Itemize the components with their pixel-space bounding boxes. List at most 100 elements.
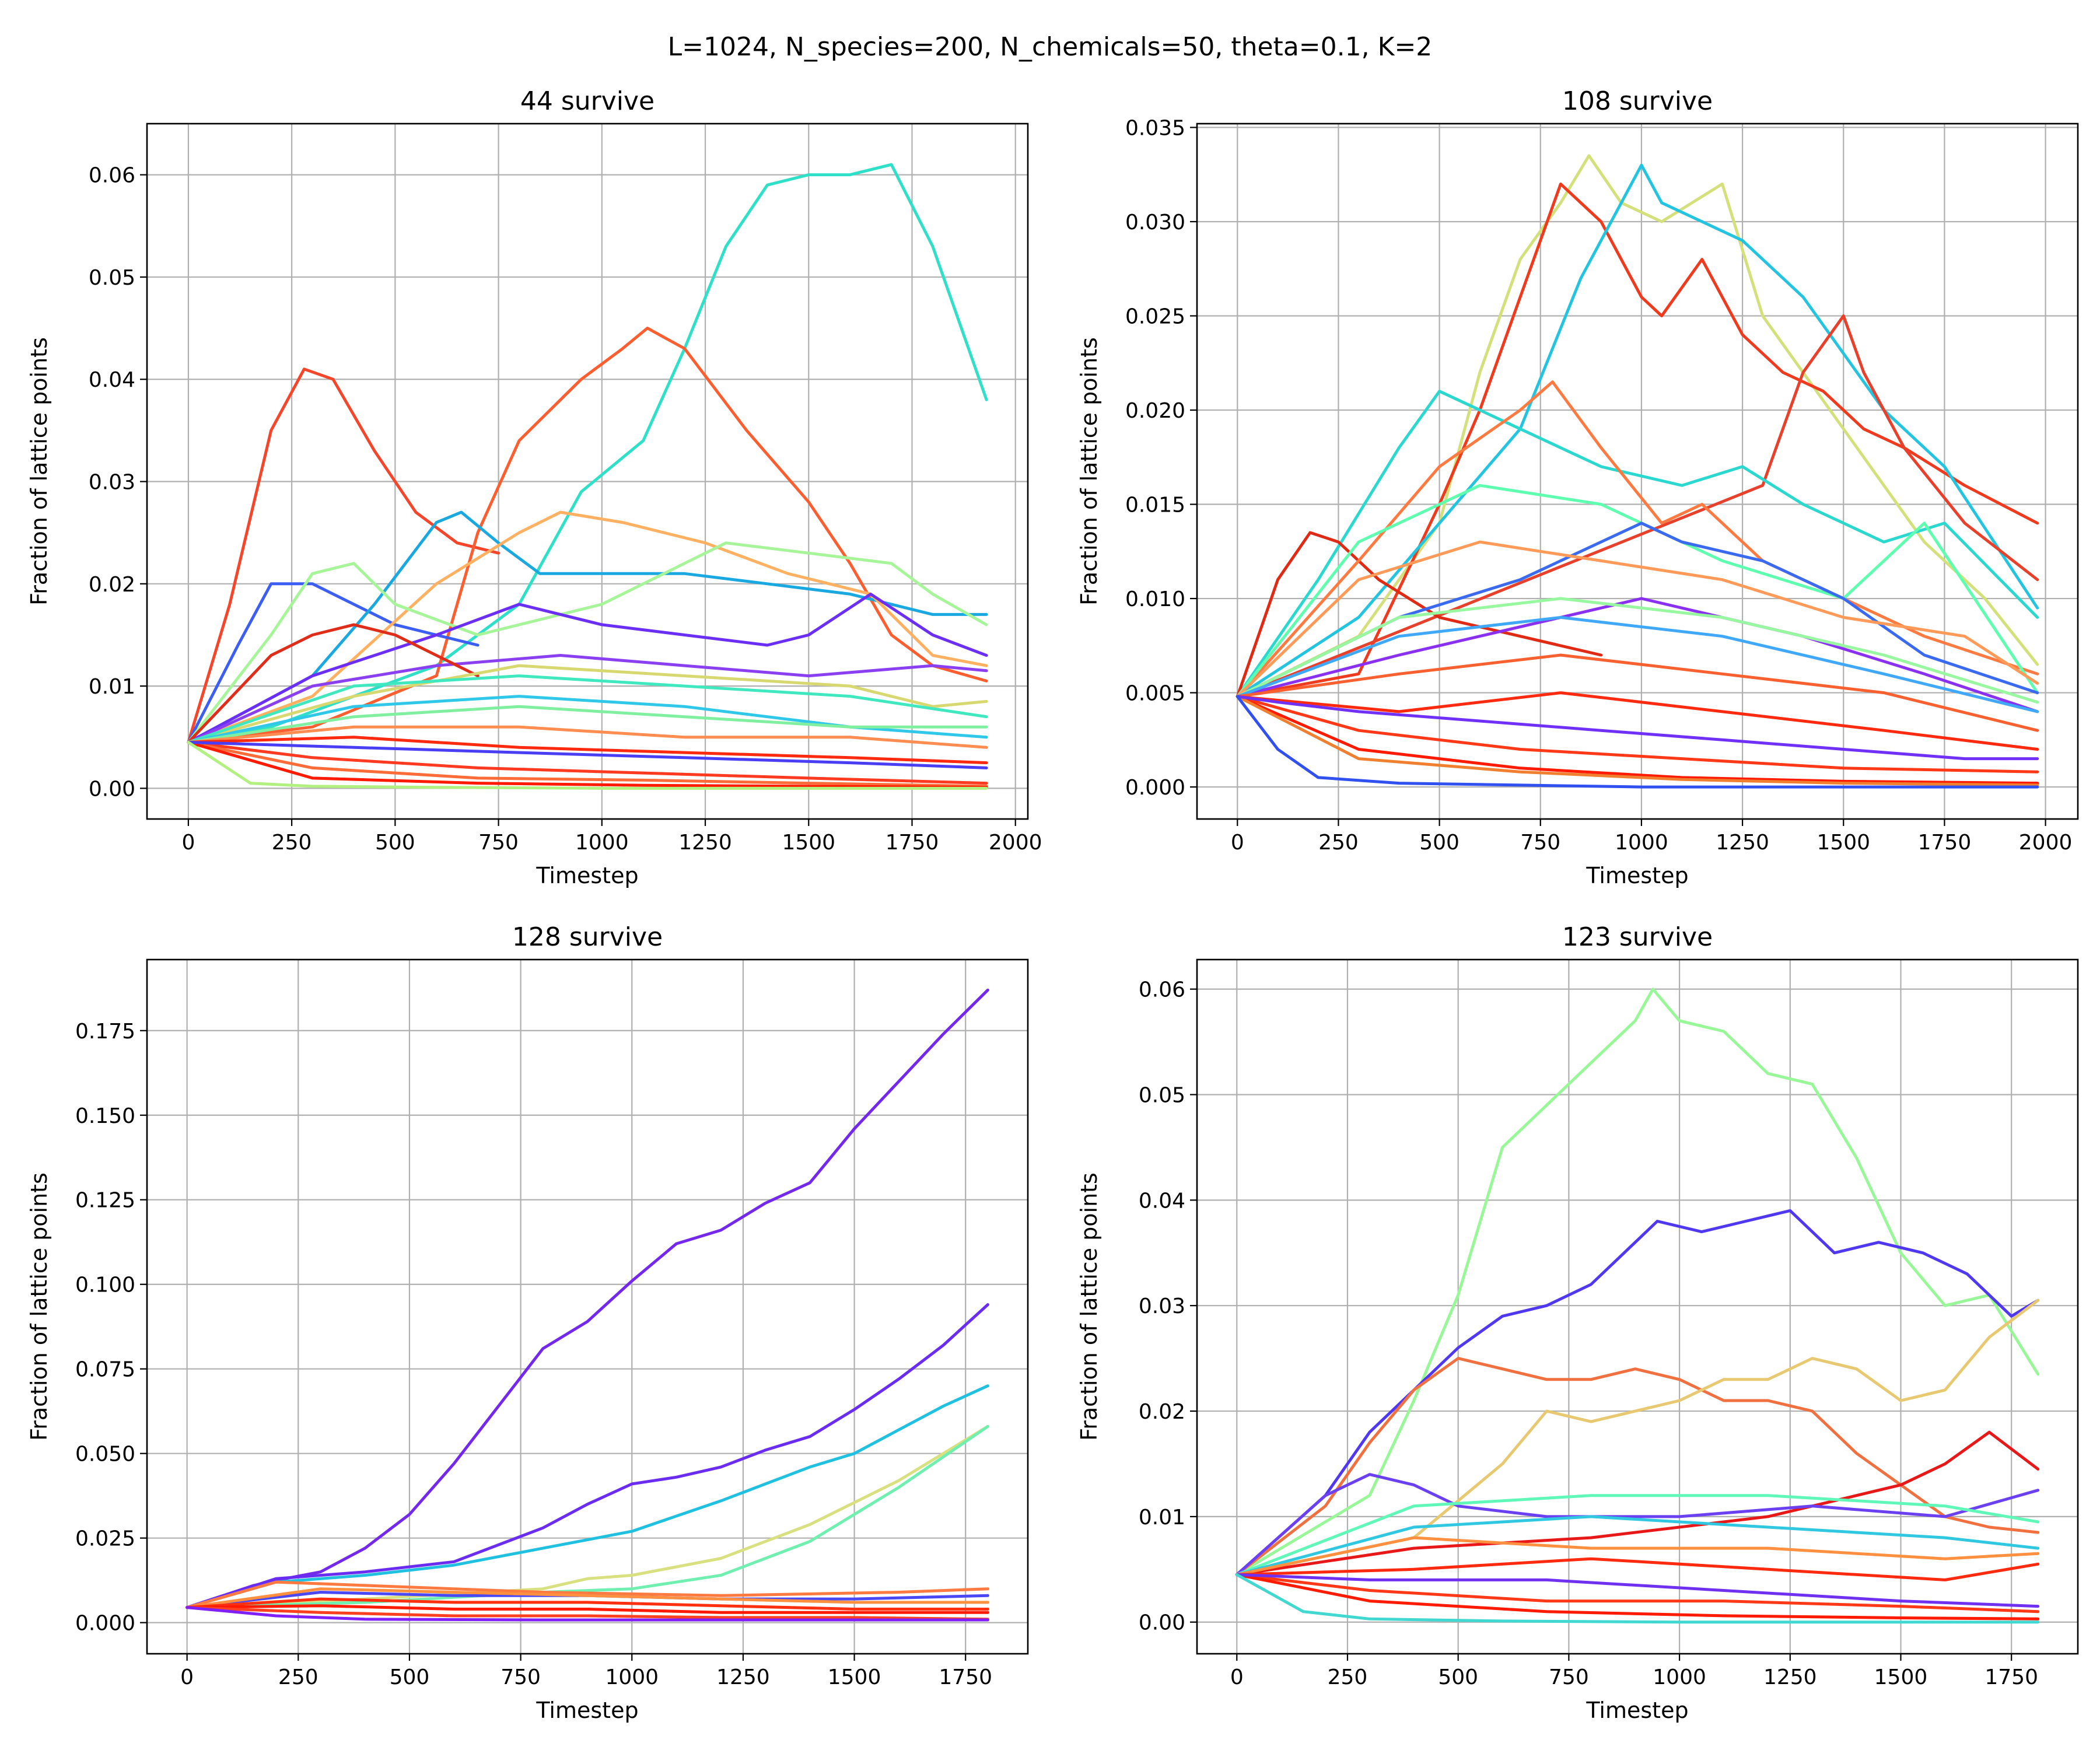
- x-tick-label: 1250: [716, 1665, 770, 1689]
- series-line: [1235, 1298, 2040, 1576]
- x-tick-label: 750: [501, 1665, 541, 1689]
- x-tick-label: 1000: [1615, 831, 1668, 855]
- series-line: [187, 623, 480, 744]
- chart-panel-1: 0 250 500 750 1000 1250 1500 1750 2000 0.00 0.01 0.…: [26, 86, 1042, 888]
- series-line: [187, 327, 988, 744]
- x-tick-label: 0: [1231, 831, 1244, 855]
- series-line: [186, 1587, 989, 1609]
- y-tick-label: 0.020: [1125, 399, 1185, 423]
- series-line: [187, 163, 988, 744]
- series-line: [1235, 1473, 2040, 1576]
- y-tick-label: 0.02: [89, 573, 135, 597]
- series-line: [187, 741, 988, 785]
- y-tick-label: 0.03: [89, 471, 135, 495]
- x-tick-label: 0: [181, 831, 195, 855]
- figure-suptitle: L=1024, N_species=200, N_chemicals=50, t…: [668, 32, 1433, 62]
- series-line: [1235, 1536, 2040, 1576]
- series-line: [187, 741, 988, 789]
- x-tick-label: 1500: [828, 1665, 881, 1689]
- y-tick-label: 0.025: [75, 1527, 135, 1551]
- series-line: [186, 988, 989, 1609]
- series-line: [1235, 1515, 2040, 1576]
- series-line: [186, 1604, 989, 1614]
- series-line: [186, 1606, 989, 1622]
- y-axis-label: Fraction of lattice points: [26, 1172, 52, 1441]
- chart-panel-4: 0 250 500 750 1000 1250 1500 1750 0.00 0.01 0.02 0.…: [1076, 922, 2079, 1723]
- x-tick-label: 250: [1318, 831, 1359, 855]
- series-line: [1235, 1430, 2040, 1576]
- series-line: [1235, 1494, 2040, 1576]
- y-tick-label: 0.00: [89, 777, 135, 801]
- y-tick-label: 0.025: [1125, 304, 1185, 328]
- y-tick-label: 0.01: [1139, 1506, 1185, 1530]
- y-tick-label: 0.06: [1139, 978, 1185, 1002]
- plot-frame: [146, 958, 1029, 1655]
- x-axis-label: Timestep: [536, 1698, 638, 1723]
- series-line: [187, 695, 988, 744]
- series-line: [1235, 1573, 2040, 1614]
- chart-title: 123 survive: [1562, 922, 1713, 952]
- x-tick-label: 1500: [782, 831, 835, 855]
- series-line: [1235, 988, 2040, 1576]
- x-tick-label: 1000: [605, 1665, 659, 1689]
- x-tick-label: 500: [1438, 1665, 1478, 1689]
- series-line: [187, 736, 988, 765]
- series-line: [187, 741, 988, 790]
- y-tick-label: 0.06: [89, 164, 135, 188]
- y-tick-label: 0.100: [75, 1273, 135, 1297]
- y-tick-label: 0.05: [89, 266, 135, 290]
- y-tick-label: 0.000: [75, 1612, 135, 1636]
- y-axis-label: Fraction of lattice points: [26, 337, 52, 606]
- series-line: [186, 1580, 989, 1609]
- x-tick-label: 500: [1419, 831, 1460, 855]
- series-line: [1235, 1573, 2040, 1608]
- series-line: [1236, 154, 2039, 698]
- chart-title: 128 survive: [512, 922, 663, 952]
- y-tick-label: 0.125: [75, 1189, 135, 1213]
- x-tick-label: 2000: [989, 831, 1042, 855]
- y-tick-label: 0.150: [75, 1104, 135, 1128]
- series-line: [187, 582, 480, 744]
- y-tick-label: 0.010: [1125, 587, 1185, 611]
- series-line: [186, 1384, 989, 1609]
- series-group: [186, 988, 989, 1622]
- x-tick-label: 250: [272, 831, 312, 855]
- series-line: [187, 705, 988, 744]
- series-line: [187, 664, 988, 744]
- x-tick-label: 250: [1328, 1665, 1368, 1689]
- series-line: [187, 541, 988, 744]
- chart-panel-3: 0 250 500 750 1000 1250 1500 1750 0.000 0.025 0.05…: [26, 922, 1029, 1723]
- y-tick-label: 0.035: [1125, 116, 1185, 140]
- y-tick-label: 0.000: [1125, 776, 1185, 800]
- series-line: [1236, 695, 2039, 774]
- x-tick-label: 1000: [1653, 1665, 1706, 1689]
- x-tick-label: 0: [180, 1665, 194, 1689]
- x-tick-label: 750: [478, 831, 519, 855]
- x-tick-label: 1750: [939, 1665, 992, 1689]
- series-line: [187, 741, 988, 769]
- x-tick-label: 1500: [1817, 831, 1870, 855]
- series-line: [187, 674, 988, 744]
- series-line: [1236, 182, 2039, 698]
- x-axis-label: Timestep: [1586, 863, 1688, 888]
- x-tick-label: 500: [375, 831, 415, 855]
- series-line: [1236, 695, 2039, 789]
- series-line: [1236, 380, 2039, 698]
- series-line: [187, 368, 501, 744]
- series-line: [1236, 691, 2039, 751]
- series-line: [187, 510, 988, 744]
- chart-title: 108 survive: [1562, 86, 1713, 116]
- y-tick-label: 0.030: [1125, 211, 1185, 235]
- x-tick-label: 1250: [678, 831, 732, 855]
- series-line: [187, 725, 988, 749]
- series-line: [1236, 695, 2039, 785]
- series-line: [1235, 1557, 2040, 1581]
- series-line: [1236, 314, 2039, 698]
- series-line: [1236, 615, 2039, 713]
- series-line: [1236, 597, 2039, 713]
- plot-frame: [146, 123, 1029, 820]
- series-line: [1236, 163, 2039, 698]
- series-line: [1236, 540, 2039, 698]
- series-line: [1236, 695, 2039, 761]
- y-tick-label: 0.015: [1125, 494, 1185, 517]
